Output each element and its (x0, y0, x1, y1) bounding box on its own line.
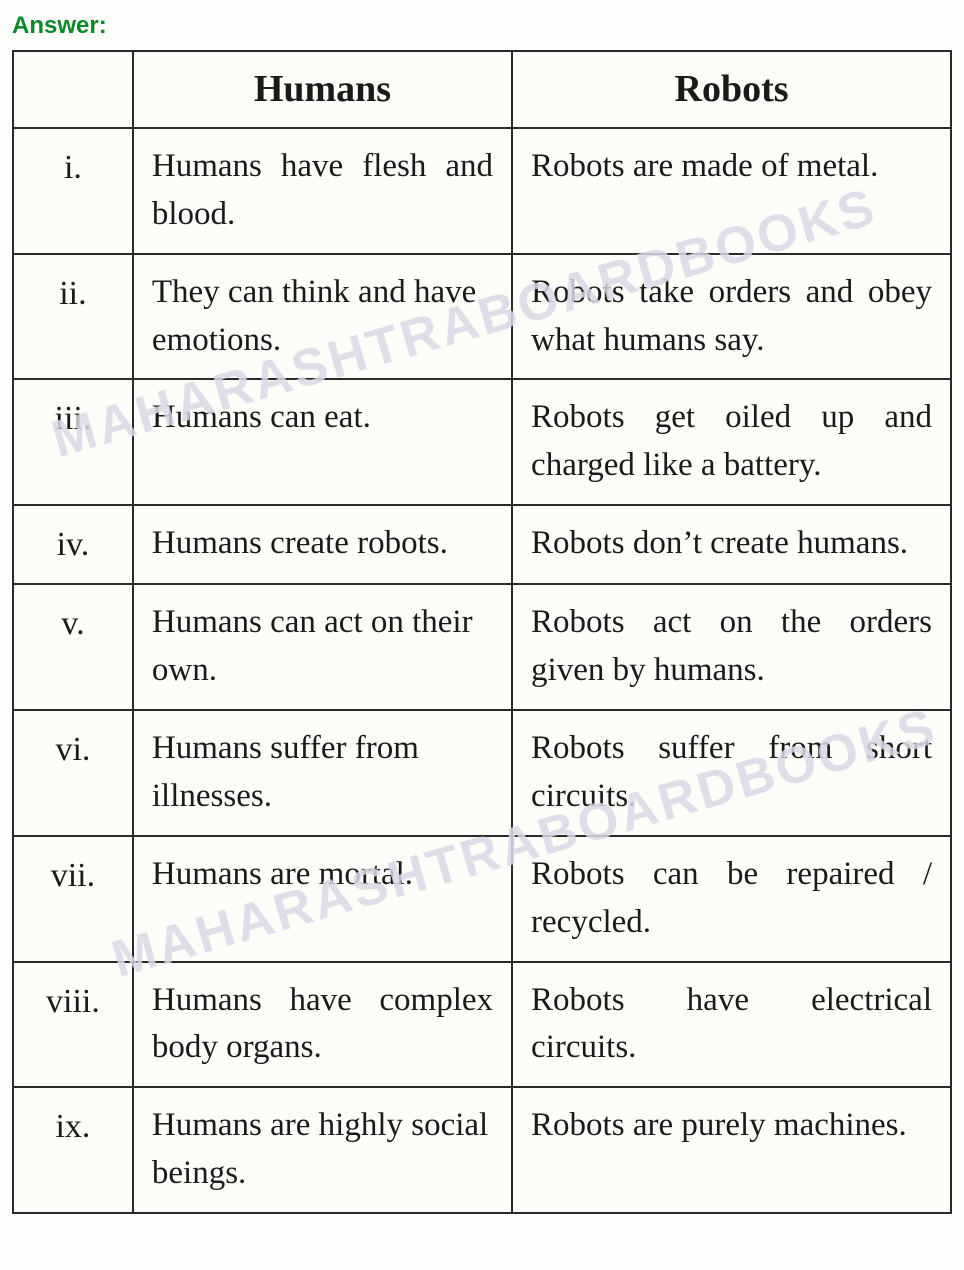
table-row: i. Humans have flesh and blood. Robots a… (13, 128, 951, 254)
table-row: iii. Humans can eat. Robots get oiled up… (13, 379, 951, 505)
comparison-table: Humans Robots i. Humans have flesh and b… (12, 50, 952, 1214)
header-humans: Humans (133, 51, 512, 128)
cell-robots: Robots have electrical circuits. (512, 962, 951, 1088)
cell-humans: Humans create robots. (133, 505, 512, 584)
cell-humans: Humans can eat. (133, 379, 512, 505)
cell-humans: Humans can act on their own. (133, 584, 512, 710)
table-row: vii. Humans are mortal. Robots can be re… (13, 836, 951, 962)
table-header-row: Humans Robots (13, 51, 951, 128)
header-robots: Robots (512, 51, 951, 128)
cell-humans: Humans have complex body organs. (133, 962, 512, 1088)
cell-humans: Humans suffer from illnesses. (133, 710, 512, 836)
cell-robots: Robots act on the orders given by humans… (512, 584, 951, 710)
row-index: viii. (13, 962, 133, 1088)
cell-robots: Robots are purely machines. (512, 1087, 951, 1213)
cell-robots: Robots suffer from short circuits. (512, 710, 951, 836)
table-row: v. Humans can act on their own. Robots a… (13, 584, 951, 710)
table-row: viii. Humans have complex body organs. R… (13, 962, 951, 1088)
row-index: iii. (13, 379, 133, 505)
cell-humans: Humans have flesh and blood. (133, 128, 512, 254)
cell-robots: Robots are made of metal. (512, 128, 951, 254)
row-index: vi. (13, 710, 133, 836)
table-container: MAHARASHTRABOARDBOOKS MAHARASHTRABOARDBO… (12, 50, 952, 1214)
header-blank (13, 51, 133, 128)
row-index: iv. (13, 505, 133, 584)
table-body: i. Humans have flesh and blood. Robots a… (13, 128, 951, 1213)
table-row: ix. Humans are highly social beings. Rob… (13, 1087, 951, 1213)
cell-humans: Humans are mortal. (133, 836, 512, 962)
table-row: iv. Humans create robots. Robots don’t c… (13, 505, 951, 584)
cell-humans: Humans are highly social beings. (133, 1087, 512, 1213)
cell-robots: Robots take orders and obey what humans … (512, 254, 951, 380)
cell-humans: They can think and have emotions. (133, 254, 512, 380)
row-index: ix. (13, 1087, 133, 1213)
cell-robots: Robots don’t create humans. (512, 505, 951, 584)
row-index: i. (13, 128, 133, 254)
table-row: vi. Humans suffer from illnesses. Robots… (13, 710, 951, 836)
table-row: ii. They can think and have emotions. Ro… (13, 254, 951, 380)
cell-robots: Robots get oiled up and charged like a b… (512, 379, 951, 505)
row-index: vii. (13, 836, 133, 962)
cell-robots: Robots can be repaired / recycled. (512, 836, 951, 962)
answer-heading: Answer: (12, 12, 952, 40)
row-index: ii. (13, 254, 133, 380)
row-index: v. (13, 584, 133, 710)
